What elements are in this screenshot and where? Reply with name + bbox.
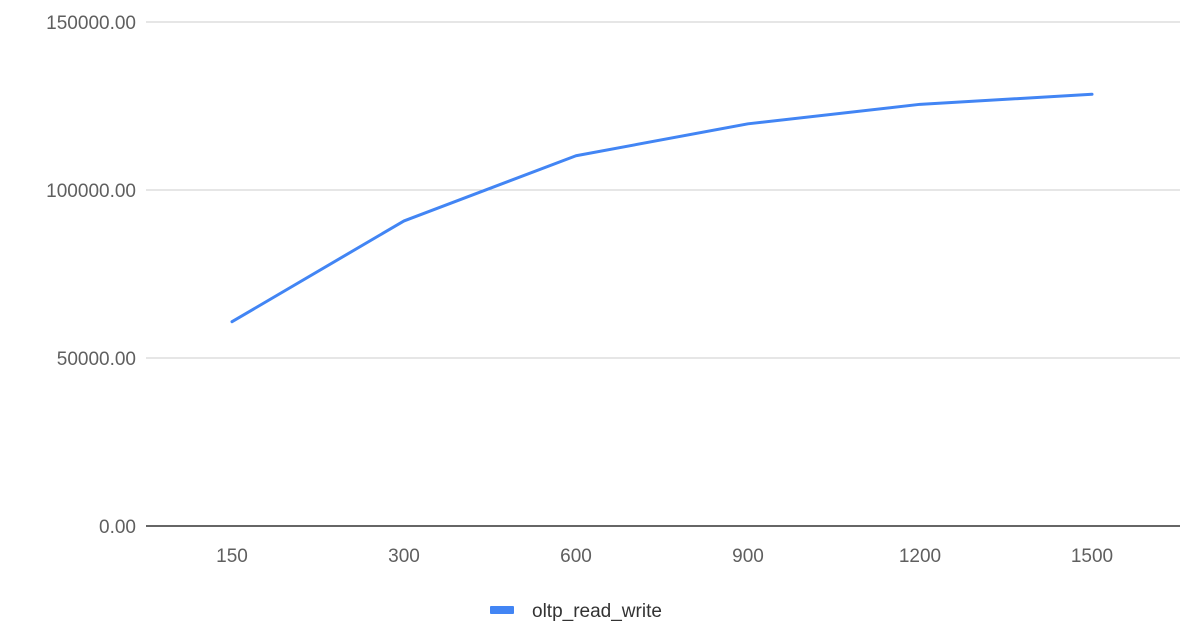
data-point[interactable]	[914, 98, 926, 110]
legend[interactable]: oltp_read_write	[490, 601, 662, 622]
x-tick-label: 150	[216, 546, 248, 567]
data-point[interactable]	[570, 150, 582, 162]
data-point[interactable]	[1086, 88, 1098, 100]
legend-label: oltp_read_write	[532, 601, 662, 622]
series-line-oltp_read_write[interactable]	[230, 92, 1094, 324]
x-tick-label: 900	[732, 546, 764, 567]
y-tick-label: 100000.00	[46, 181, 136, 202]
y-tick-label: 150000.00	[46, 13, 136, 34]
y-axis-tick-labels: 0.00 50000.00 100000.00 150000.00	[46, 13, 136, 538]
legend-swatch	[490, 606, 514, 614]
series-group	[226, 88, 1098, 328]
y-tick-label: 0.00	[99, 517, 136, 538]
x-tick-label: 1500	[1071, 546, 1113, 567]
gridlines	[146, 21, 1180, 359]
x-tick-label: 1200	[899, 546, 941, 567]
x-tick-label: 300	[388, 546, 420, 567]
y-tick-label: 50000.00	[57, 349, 136, 370]
data-point[interactable]	[226, 316, 238, 328]
x-axis-tick-labels: 150 300 600 900 1200 1500	[216, 546, 1113, 567]
x-tick-label: 600	[560, 546, 592, 567]
data-point[interactable]	[742, 118, 754, 130]
data-point[interactable]	[398, 215, 410, 227]
